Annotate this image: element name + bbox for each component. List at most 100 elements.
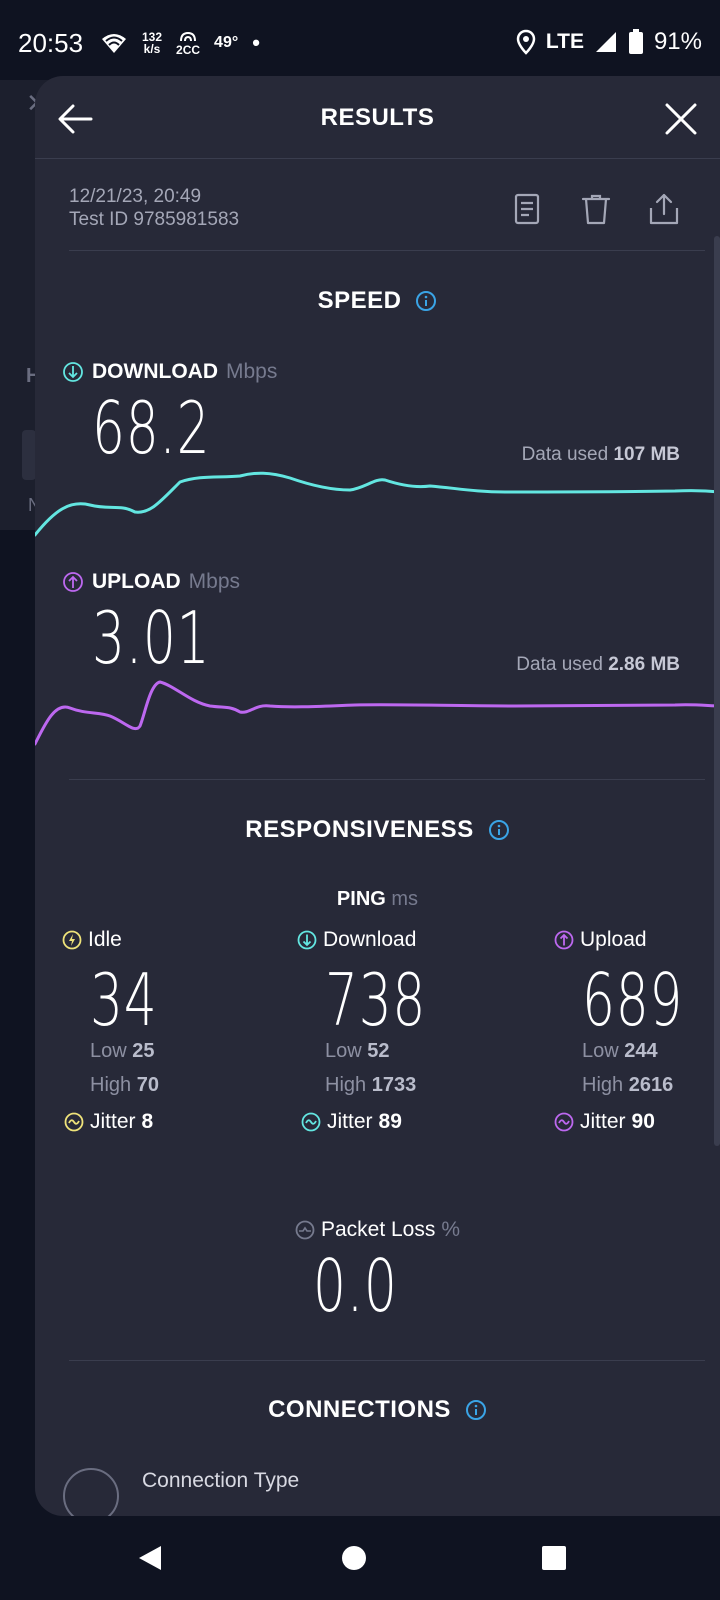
download-high-label: High — [325, 1074, 367, 1096]
upload-label: UPLOAD Mbps — [62, 570, 240, 594]
speed-info-icon[interactable] — [415, 290, 437, 312]
download-unit: Mbps — [225, 360, 278, 383]
download-high: High 1733 — [325, 1074, 416, 1097]
upload-jitter: Jitter 90 — [554, 1110, 655, 1134]
idle-jitter-value: 8 — [141, 1110, 154, 1133]
connections-info-icon[interactable] — [465, 1399, 487, 1421]
upload-jitter-icon — [554, 1112, 574, 1132]
speed-title-text: SPEED — [317, 287, 402, 314]
nav-home-icon[interactable] — [338, 1542, 370, 1574]
upload-high: High 2616 — [582, 1074, 673, 1097]
upload-ping-label: Upload — [580, 928, 647, 951]
connection-type-icon — [63, 1468, 119, 1516]
background-box — [22, 430, 36, 480]
nav-recents-icon[interactable] — [538, 1542, 570, 1574]
download-jitter-value: 89 — [378, 1110, 402, 1133]
network-speed: 132 k/s — [142, 31, 162, 55]
download-ping-value: 738 — [325, 958, 427, 1042]
status-icons: 132 k/s 2CC 49° • — [100, 28, 260, 58]
divider — [69, 779, 705, 780]
status-time: 20:53 — [18, 28, 84, 58]
network-speed-unit: k/s — [143, 42, 161, 56]
download-ping-icon — [297, 930, 317, 950]
idle-label: Idle — [88, 928, 122, 951]
download-data-used-value: 107 MB — [613, 444, 680, 465]
idle-jitter-icon — [64, 1112, 84, 1132]
ping-unit: ms — [391, 888, 419, 910]
download-ping-label: Download — [323, 928, 417, 951]
packet-loss-unit: % — [441, 1218, 461, 1241]
download-low-value: 52 — [367, 1040, 390, 1062]
download-speed-value: 68.2 — [92, 386, 211, 470]
scrollbar[interactable] — [714, 236, 720, 1146]
status-bar: 20:53 132 k/s 2CC 49° • LTE — [0, 0, 720, 80]
location-icon — [516, 29, 536, 55]
share-icon[interactable] — [647, 192, 681, 226]
packet-loss-label-text: Packet Loss — [320, 1218, 436, 1241]
divider — [69, 250, 705, 251]
idle-low-label: Low — [90, 1040, 127, 1062]
idle-high-label: High — [90, 1074, 132, 1096]
connections-section-title: CONNECTIONS — [35, 1396, 720, 1424]
upload-data-used: Data used 2.86 MB — [516, 654, 680, 676]
battery-icon — [628, 29, 643, 54]
upload-label-text: UPLOAD — [92, 570, 181, 593]
upload-unit: Mbps — [188, 570, 241, 593]
idle-ping-value: 34 — [90, 958, 158, 1042]
download-label: DOWNLOAD Mbps — [62, 360, 277, 384]
notification-dot-icon: • — [252, 30, 260, 55]
responsiveness-section-title: RESPONSIVENESS — [35, 816, 720, 844]
idle-high-value: 70 — [136, 1074, 159, 1096]
sheet-header: RESULTS — [35, 76, 720, 159]
hotspot-indicator: 2CC — [176, 30, 200, 56]
idle-high: High 70 — [90, 1074, 159, 1097]
upload-low-label: Low — [582, 1040, 619, 1062]
connections-title-text: CONNECTIONS — [268, 1396, 451, 1423]
network-type: LTE — [545, 30, 584, 53]
responsiveness-title-text: RESPONSIVENESS — [245, 816, 474, 843]
download-data-used-label: Data used — [521, 444, 609, 465]
download-high-value: 1733 — [371, 1074, 417, 1096]
upload-ping-icon — [554, 930, 574, 950]
download-arrow-icon — [63, 362, 83, 382]
trash-icon[interactable] — [579, 192, 613, 226]
ping-label: PING — [336, 888, 386, 910]
upload-arrow-icon — [63, 572, 83, 592]
responsiveness-info-icon[interactable] — [488, 819, 510, 841]
divider — [69, 1360, 705, 1361]
download-low-label: Low — [325, 1040, 362, 1062]
upload-jitter-label: Jitter — [580, 1110, 626, 1133]
connection-type-label: Connection Type — [142, 1469, 300, 1492]
packet-loss-value: 0.0 — [313, 1244, 398, 1328]
temperature: 49° — [214, 34, 239, 51]
idle-jitter-label: Jitter — [90, 1110, 136, 1133]
idle-low: Low 25 — [90, 1040, 155, 1063]
page-title: RESULTS — [320, 104, 435, 131]
notes-icon[interactable] — [510, 192, 544, 226]
ping-upload-header: Upload — [554, 928, 720, 952]
back-arrow-icon[interactable] — [55, 98, 97, 140]
upload-data-used-label: Data used — [516, 654, 603, 675]
ping-upload-column: Upload 689 Low 244 High 2616 Jitter 90 — [554, 928, 720, 1133]
wifi-icon — [102, 34, 126, 53]
packet-loss-label: Packet Loss % — [35, 1218, 720, 1242]
download-jitter: Jitter 89 — [301, 1110, 402, 1134]
download-jitter-label: Jitter — [327, 1110, 373, 1133]
close-icon[interactable] — [660, 98, 702, 140]
signal-icon — [595, 32, 616, 52]
results-sheet: RESULTS 12/21/23, 20:49 Test ID 97859815… — [35, 76, 720, 1516]
hotspot-label: 2CC — [176, 43, 201, 57]
download-low: Low 52 — [325, 1040, 390, 1063]
download-data-used: Data used 107 MB — [522, 444, 680, 466]
ping-idle-header: Idle — [62, 928, 282, 952]
upload-jitter-value: 90 — [631, 1110, 655, 1133]
idle-low-value: 25 — [132, 1040, 155, 1062]
navigation-bar — [0, 1516, 720, 1600]
status-right: LTE 91% — [516, 28, 702, 56]
idle-jitter: Jitter 8 — [64, 1110, 153, 1134]
upload-data-used-value: 2.86 MB — [608, 654, 680, 675]
network-speed-value: 132 — [142, 30, 163, 44]
test-date: 12/21/23, 20:49 — [69, 186, 202, 207]
nav-back-icon[interactable] — [135, 1542, 167, 1574]
upload-speed-graph — [35, 680, 720, 746]
